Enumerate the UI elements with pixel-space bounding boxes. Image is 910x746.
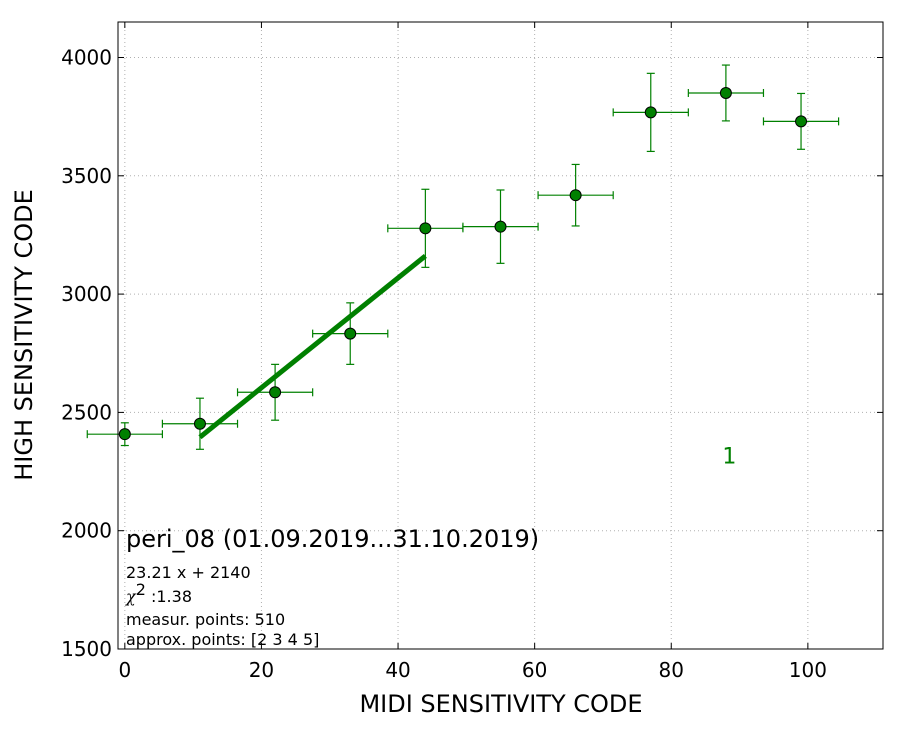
y-tick-label: 3500 xyxy=(61,164,112,188)
grid xyxy=(118,22,883,650)
data-point xyxy=(795,115,808,128)
plot-background xyxy=(118,22,883,649)
x-tick-label: 80 xyxy=(659,658,684,682)
data-point xyxy=(193,417,206,430)
data-point xyxy=(569,189,582,202)
y-tick-label: 1500 xyxy=(61,637,112,661)
x-tick-label: 40 xyxy=(385,658,410,682)
tick-labels: 0 20 40 60 80 100 1500 2000 2500 3000 3500 4000 xyxy=(61,45,827,682)
annotation-approx-points: approx. points: [2 3 4 5] xyxy=(126,630,319,649)
series-label: 1 xyxy=(722,444,736,469)
y-tick-label: 4000 xyxy=(61,45,112,69)
y-tick-label: 2000 xyxy=(61,519,112,543)
chi2-superscript: 2 xyxy=(136,580,146,599)
data-point xyxy=(419,222,432,235)
annotation-title: peri_08 (01.09.2019...31.10.2019) xyxy=(126,525,539,553)
y-tick-label: 3000 xyxy=(61,282,112,306)
ticks xyxy=(118,22,883,650)
data-points xyxy=(118,86,808,441)
x-tick-label: 20 xyxy=(249,658,274,682)
y-tick-label: 2500 xyxy=(61,400,112,424)
data-point xyxy=(118,428,131,441)
data-point xyxy=(644,106,657,119)
data-point xyxy=(269,386,282,399)
chi2-symbol: χ xyxy=(125,587,137,606)
data-point xyxy=(494,220,507,233)
chi2-value: :1.38 xyxy=(146,587,192,606)
x-tick-label: 0 xyxy=(118,658,131,682)
data-point xyxy=(719,86,732,99)
x-axis-label: MIDI SENSITIVITY CODE xyxy=(359,690,642,718)
annotation-equation: 23.21 x + 2140 xyxy=(126,563,251,582)
fit-line-group xyxy=(198,253,427,440)
fit-annotation: peri_08 (01.09.2019...31.10.2019) 23.21 … xyxy=(125,525,539,649)
annotation-measur-points: measur. points: 510 xyxy=(126,610,285,629)
x-tick-label: 100 xyxy=(789,658,827,682)
data-point xyxy=(344,327,357,340)
fit-line xyxy=(198,253,427,440)
plot-frame xyxy=(117,21,884,650)
annotation-chi2: χ2 :1.38 xyxy=(125,580,192,606)
x-tick-label: 60 xyxy=(522,658,547,682)
y-axis-label: HIGH SENSITIVITY CODE xyxy=(10,189,38,481)
